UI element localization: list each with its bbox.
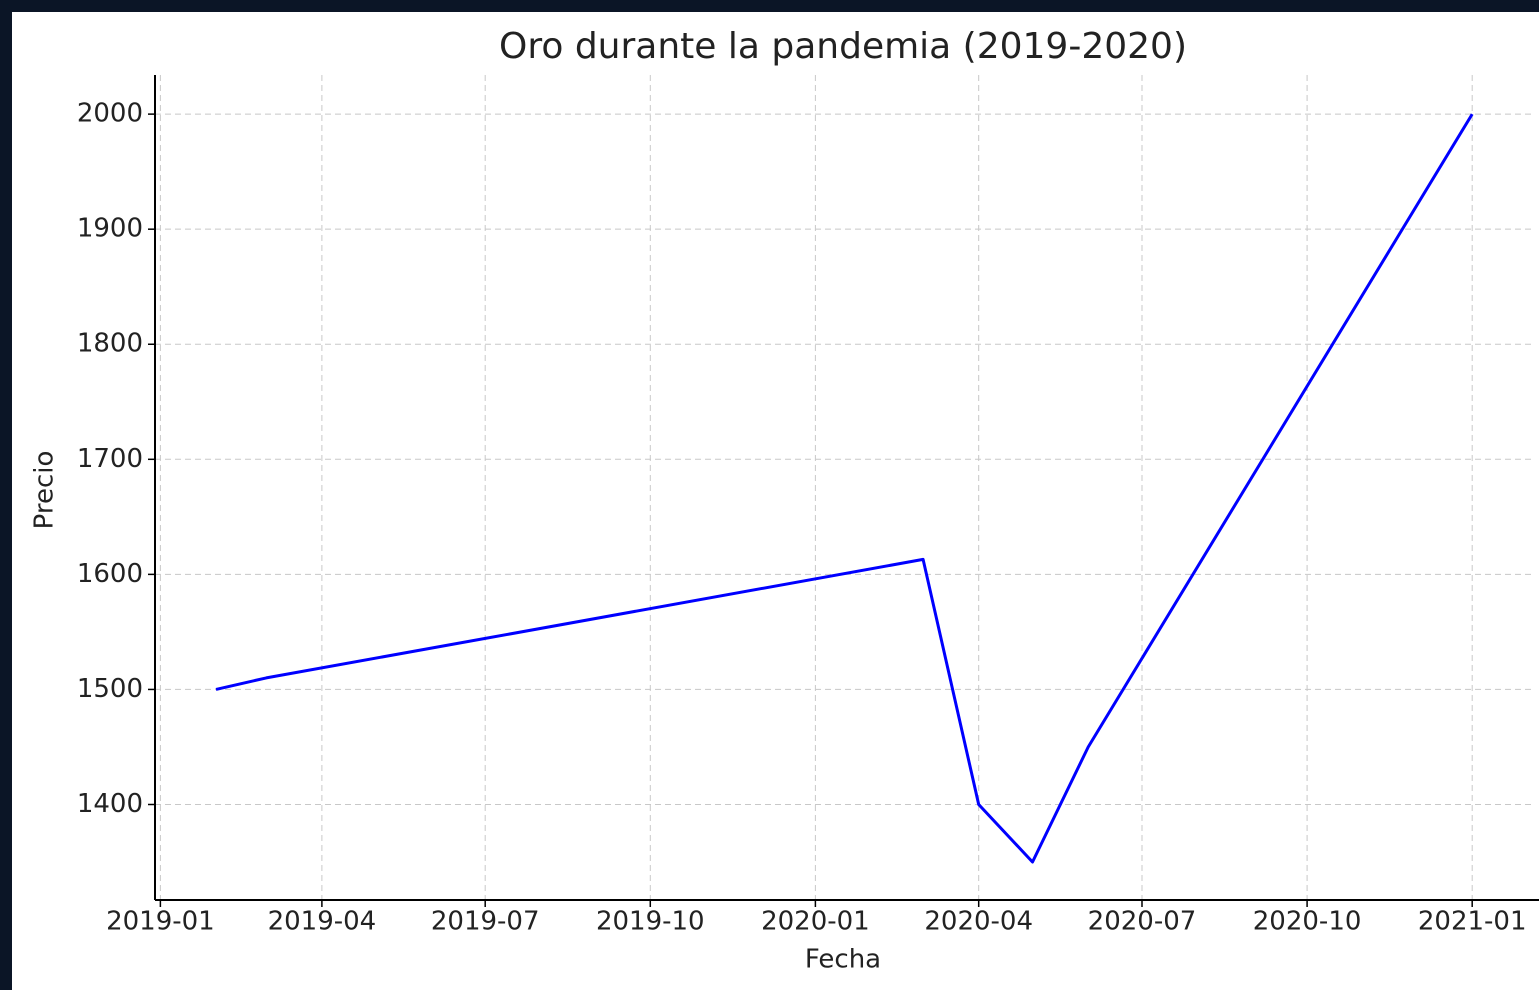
x-tick-label: 2019-04 [268, 907, 377, 937]
y-tick-label: 1600 [77, 559, 143, 589]
x-tick-label: 2020-04 [924, 907, 1033, 937]
x-tick-label: 2020-07 [1088, 907, 1197, 937]
y-tick-label: 1400 [77, 789, 143, 819]
y-tick-label: 1800 [77, 329, 143, 359]
y-tick-label: 1700 [77, 444, 143, 474]
x-tick-label: 2019-01 [106, 907, 215, 937]
y-axis-label: Precio [30, 451, 60, 530]
chart-title: Oro durante la pandemia (2019-2020) [499, 26, 1187, 67]
x-tick-label: 2019-07 [431, 907, 540, 937]
x-tick-label: 2020-01 [761, 907, 870, 937]
y-tick-label: 1500 [77, 674, 143, 704]
x-tick-label: 2021-01 [1418, 907, 1527, 937]
chart-panel [12, 12, 1539, 990]
y-tick-label: 2000 [77, 99, 143, 129]
data-line [215, 113, 1474, 864]
y-tick-label: 1900 [77, 214, 143, 244]
x-tick-label: 2020-10 [1253, 907, 1362, 937]
x-axis-label: Fecha [805, 945, 881, 975]
x-tick-label: 2019-10 [596, 907, 705, 937]
